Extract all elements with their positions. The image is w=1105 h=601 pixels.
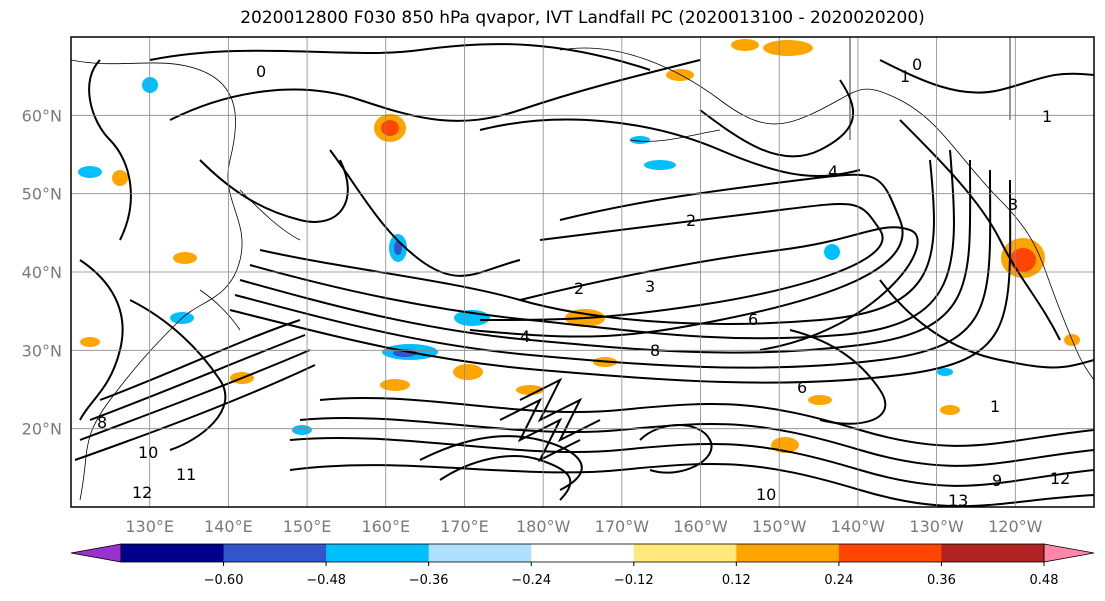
contour-label: 13 xyxy=(948,491,968,510)
map-frame xyxy=(70,36,1095,508)
contour-labels: 0 1 2 2 3 4 4 6 8 9 10 11 12 12 13 1 0 6… xyxy=(97,55,1070,510)
colorbar-segment xyxy=(736,544,840,562)
contour-label: 12 xyxy=(1050,469,1070,488)
colorbar-tick-label: 0.12 xyxy=(722,573,751,588)
longitude-label: 130°E xyxy=(125,517,174,536)
contour-label: 2 xyxy=(686,211,696,230)
contour-label: 4 xyxy=(520,327,530,346)
colorbar-segment xyxy=(428,544,532,562)
map-title: 2020012800 F030 850 hPa qvapor, IVT Land… xyxy=(240,8,925,28)
colorbar-tick-label: −0.36 xyxy=(409,573,449,588)
colorbar-extend-low xyxy=(70,543,122,563)
contour-label: 9 xyxy=(992,471,1002,490)
contour-label: 6 xyxy=(748,310,758,329)
longitude-label: 120°W xyxy=(988,517,1043,536)
contour-label: 10 xyxy=(138,443,158,462)
contour-label: 8 xyxy=(97,413,107,432)
contour-label: 2 xyxy=(574,279,584,298)
colorbar-segment xyxy=(531,544,635,562)
ivt-contours xyxy=(74,43,1094,507)
contour-label: 4 xyxy=(828,162,838,181)
colorbar-outline xyxy=(120,543,1045,563)
longitude-label: 170°E xyxy=(440,517,489,536)
contour-label: 3 xyxy=(1008,195,1018,214)
longitude-label: 140°E xyxy=(204,517,253,536)
longitude-label: 140°W xyxy=(831,517,886,536)
contour-label: 11 xyxy=(176,465,196,484)
colorbar-tick-label: −0.48 xyxy=(306,573,346,588)
colorbar-extend-high xyxy=(1043,543,1095,563)
latitude-label: 40°N xyxy=(22,263,62,282)
colorbar-segment xyxy=(633,544,737,562)
latitude-label: 30°N xyxy=(22,341,62,360)
colorbar-tick-label: −0.12 xyxy=(614,573,654,588)
contour-label: 0 xyxy=(912,55,922,74)
colorbar-segment xyxy=(326,544,430,562)
coastlines xyxy=(71,37,1094,501)
contour-label: 1 xyxy=(990,397,1000,416)
latitude-labels: 60°N 50°N 40°N 30°N 20°N xyxy=(22,106,62,438)
longitude-labels: 130°E 140°E 150°E 160°E 170°E 180°W 170°W 160°W… xyxy=(125,517,1042,536)
colorbar-tick-label: 0.36 xyxy=(927,573,956,588)
contour-label: 0 xyxy=(256,62,266,81)
contour-label: 8 xyxy=(650,341,660,360)
longitude-label: 160°E xyxy=(361,517,410,536)
colorbar-tick-label: 0.48 xyxy=(1030,573,1059,588)
contour-label: 3 xyxy=(645,277,655,296)
longitude-label: 170°W xyxy=(595,517,650,536)
longitude-label: 150°E xyxy=(283,517,332,536)
colorbar-segment xyxy=(941,544,1045,562)
colorbar-tick-label: 0.24 xyxy=(824,573,853,588)
longitude-label: 130°W xyxy=(909,517,964,536)
contour-label: 1 xyxy=(900,67,910,86)
colorbar-tick-label: −0.24 xyxy=(511,573,551,588)
latitude-label: 20°N xyxy=(22,420,62,439)
colorbar-tick-label: −0.60 xyxy=(204,573,244,588)
colorbar: −0.60 −0.48 −0.36 −0.24 −0.12 0.12 0.24 0.36 0.4… xyxy=(70,543,1095,588)
longitude-label: 180°W xyxy=(516,517,571,536)
longitude-label: 150°W xyxy=(752,517,807,536)
longitude-label: 160°W xyxy=(673,517,728,536)
colorbar-segment xyxy=(223,544,327,562)
contour-label: 10 xyxy=(756,485,776,504)
contour-label: 6 xyxy=(797,378,807,397)
colorbar-segment xyxy=(121,544,225,562)
contour-label: 12 xyxy=(132,483,152,502)
contour-label: 1 xyxy=(1042,107,1052,126)
latitude-label: 60°N xyxy=(22,106,62,125)
gridlines xyxy=(71,37,1094,507)
latitude-label: 50°N xyxy=(22,185,62,204)
colorbar-segment xyxy=(838,544,942,562)
